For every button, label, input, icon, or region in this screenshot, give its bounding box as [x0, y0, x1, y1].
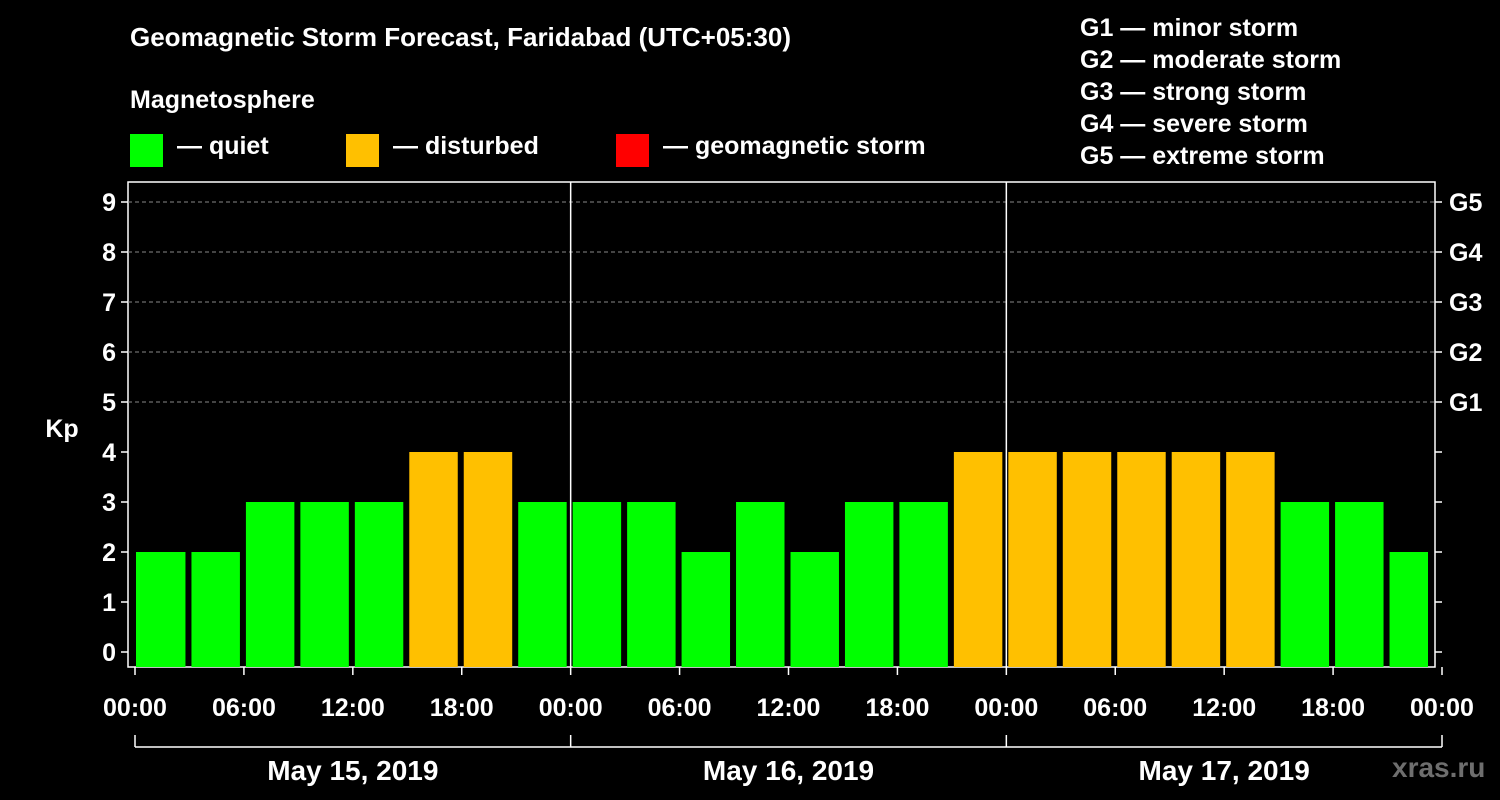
kp-bar: [1117, 452, 1166, 667]
g-scale-tick-label: G2: [1449, 339, 1482, 367]
x-tick-label: 06:00: [212, 694, 276, 722]
legend-label-storm: — geomagnetic storm: [663, 132, 926, 160]
x-tick-label: 12:00: [321, 694, 385, 722]
g-scale-tick-label: G3: [1449, 289, 1482, 317]
g-scale-tick-label: G1: [1449, 389, 1482, 417]
chart-title: Geomagnetic Storm Forecast, Faridabad (U…: [130, 22, 792, 52]
x-tick-label: 00:00: [974, 694, 1038, 722]
x-tick-label: 12:00: [1192, 694, 1256, 722]
y-tick-label: 3: [102, 489, 116, 517]
kp-bar: [681, 552, 731, 667]
kp-bar: [790, 552, 839, 667]
y-tick-label: 5: [102, 389, 116, 417]
kp-bar: [1280, 502, 1330, 667]
x-tick-label: 12:00: [757, 694, 821, 722]
kp-bar: [572, 502, 622, 667]
y-axis-label: Kp: [45, 415, 78, 443]
x-tick-label: 00:00: [103, 694, 167, 722]
x-tick-label: 00:00: [539, 694, 603, 722]
x-tick-label: 18:00: [865, 694, 929, 722]
y-tick-label: 0: [102, 639, 116, 667]
g-scale-g2: G2 — moderate storm: [1080, 46, 1342, 74]
x-tick-label: 00:00: [1410, 694, 1474, 722]
kp-bar: [1389, 552, 1428, 667]
y-tick-label: 6: [102, 339, 116, 367]
kp-bar: [409, 452, 458, 667]
legend-swatch-storm: [616, 134, 649, 167]
x-tick-label: 18:00: [1301, 694, 1365, 722]
kp-bar: [354, 502, 404, 667]
kp-bar: [463, 452, 513, 667]
x-tick-label: 06:00: [648, 694, 712, 722]
g-scale-g5: G5 — extreme storm: [1080, 142, 1325, 170]
kp-bar: [300, 502, 349, 667]
y-tick-label: 2: [102, 539, 116, 567]
kp-bar: [844, 502, 894, 667]
kp-bar: [136, 552, 186, 667]
date-label: May 17, 2019: [1139, 755, 1310, 786]
x-tick-label: 18:00: [430, 694, 494, 722]
kp-bar: [1008, 452, 1057, 667]
legend-label-quiet: — quiet: [177, 132, 269, 160]
y-tick-label: 4: [102, 439, 116, 467]
y-tick-label: 8: [102, 239, 116, 267]
kp-bar: [1226, 452, 1275, 667]
g-scale-g1: G1 — minor storm: [1080, 14, 1299, 42]
kp-bar: [627, 502, 676, 667]
kp-bar: [1335, 502, 1384, 667]
kp-bar: [1171, 452, 1221, 667]
kp-bar: [1062, 452, 1112, 667]
g-scale-g3: G3 — strong storm: [1080, 78, 1307, 106]
legend-swatch-quiet: [130, 134, 163, 167]
x-tick-label: 06:00: [1083, 694, 1147, 722]
date-label: May 16, 2019: [703, 755, 874, 786]
kp-bar: [899, 502, 948, 667]
y-tick-label: 1: [102, 589, 116, 617]
watermark: xras.ru: [1392, 752, 1486, 783]
kp-bar: [953, 452, 1003, 667]
legend-label-disturbed: — disturbed: [393, 132, 539, 160]
g-scale-g4: G4 — severe storm: [1080, 110, 1308, 138]
legend-title: Magnetosphere: [130, 86, 315, 114]
legend-swatch-disturbed: [346, 134, 379, 167]
y-tick-label: 7: [102, 289, 116, 317]
kp-bar: [245, 502, 295, 667]
kp-bar: [736, 502, 785, 667]
g-scale-tick-label: G5: [1449, 189, 1482, 217]
y-tick-label: 9: [102, 189, 116, 217]
kp-bar: [518, 502, 567, 667]
kp-bar: [191, 552, 240, 667]
g-scale-tick-label: G4: [1449, 239, 1482, 267]
date-label: May 15, 2019: [267, 755, 438, 786]
